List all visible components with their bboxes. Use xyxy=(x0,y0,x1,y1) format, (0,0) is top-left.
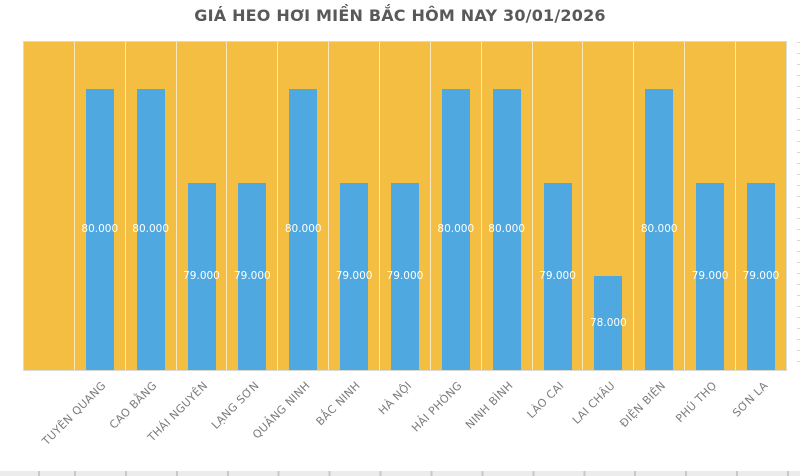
x-axis-label-cao-bang: CAO BẰNG xyxy=(107,379,160,432)
category-slot-lai-chau: 78.000 LAI CHÂU xyxy=(570,42,635,427)
bar-lang-son: 79.000 xyxy=(234,182,271,370)
bar-value-label: 79.000 xyxy=(691,270,729,283)
bar-thai-nguyen: 79.000 xyxy=(183,182,220,370)
bar-son-la: 79.000 xyxy=(743,182,779,370)
bar-value-label: 79.000 xyxy=(233,270,271,283)
bar-lao-cai: 79.000 xyxy=(539,182,576,370)
category-slot-quang-ninh: 80.000 QUẢNG NINH xyxy=(250,42,330,442)
category-slot-ninh-binh: 80.000 NINH BÌNH xyxy=(463,42,533,432)
bar-value-label: 80.000 xyxy=(81,223,119,236)
category-slot-hai-phong: 80.000 HẢI PHÒNG xyxy=(409,42,482,435)
bar-value-label: 79.000 xyxy=(742,270,780,283)
category-slot-phu-tho: 79.000 PHÚ THỌ xyxy=(673,42,737,425)
x-axis-label-bac-ninh: BẮC NINH xyxy=(314,379,364,429)
category-slot-tuyen-quang: 80.000 TUYÊN QUANG xyxy=(40,42,126,448)
bar-dien-bien: 80.000 xyxy=(641,88,678,370)
bar-cao-bang: 80.000 xyxy=(132,88,169,370)
category-slot-empty xyxy=(24,42,75,370)
category-slot-dien-bien: 80.000 ĐIỆN BIÊN xyxy=(617,42,686,430)
x-axis-label-son-la: SƠN LA xyxy=(729,379,771,420)
bar-value-label: 80.000 xyxy=(284,223,322,236)
bar-value-label: 80.000 xyxy=(488,223,526,236)
bar-value-label: 80.000 xyxy=(437,223,475,236)
bar-value-label: 78.000 xyxy=(590,317,627,330)
x-axis-label-ninh-binh: NINH BÌNH xyxy=(463,379,516,432)
bar-ninh-binh: 80.000 xyxy=(488,88,525,370)
bar-value-label: 79.000 xyxy=(183,270,220,283)
bar-quang-ninh: 80.000 xyxy=(285,88,322,370)
x-axis-label-lang-son: LẠNG SƠN xyxy=(208,379,262,432)
right-axis-ticks xyxy=(797,42,800,372)
bottom-edge-strip xyxy=(0,471,800,476)
x-axis-label-lai-chau: LAI CHÂU xyxy=(569,379,618,427)
bar-value-label: 79.000 xyxy=(539,270,576,283)
x-axis-label-ha-noi: HÀ NỘI xyxy=(375,379,415,418)
bar-value-label: 80.000 xyxy=(132,223,170,236)
bar-ha-noi: 79.000 xyxy=(387,182,423,370)
category-slot-thai-nguyen: 79.000 THÁI NGUYÊN xyxy=(145,42,228,444)
bar-tuyen-quang: 80.000 xyxy=(81,88,118,370)
plot-area: 80.000 TUYÊN QUANG 80.000 CAO BẰNG 79.000 THÁ… xyxy=(23,41,787,448)
category-slot-lao-cai: 79.000 LÀO CAI xyxy=(525,42,584,421)
x-axis-label-lao-cai: LÀO CAI xyxy=(524,379,567,422)
bar-hai-phong: 80.000 xyxy=(437,88,474,370)
category-slot-lang-son: 79.000 LẠNG SƠN xyxy=(209,42,279,432)
x-axis-label-dien-bien: ĐIỆN BIÊN xyxy=(617,379,669,431)
category-slot-cao-bang: 80.000 CAO BẰNG xyxy=(107,42,177,432)
bar-value-label: 80.000 xyxy=(640,223,678,236)
category-slot-son-la: 79.000 SƠN LA xyxy=(730,42,786,420)
x-axis-label-tuyen-quang: TUYÊN QUANG xyxy=(40,379,109,448)
bar-value-label: 79.000 xyxy=(335,270,373,283)
category-slot-bac-ninh: 79.000 BẮC NINH xyxy=(314,42,381,428)
x-axis-label-hai-phong: HẢI PHÒNG xyxy=(409,379,466,435)
chart-title: GIÁ HEO HƠI MIỀN BẮC HÔM NAY 30/01/2026 xyxy=(194,6,606,25)
bar-lai-chau: 78.000 xyxy=(590,276,627,370)
bar-bac-ninh: 79.000 xyxy=(336,182,372,370)
category-slot-ha-noi: 79.000 HÀ NỘI xyxy=(376,42,431,417)
x-axis-label-phu-tho: PHÚ THỌ xyxy=(673,379,720,426)
bar-value-label: 79.000 xyxy=(386,270,424,283)
bar-phu-tho: 79.000 xyxy=(692,182,728,370)
